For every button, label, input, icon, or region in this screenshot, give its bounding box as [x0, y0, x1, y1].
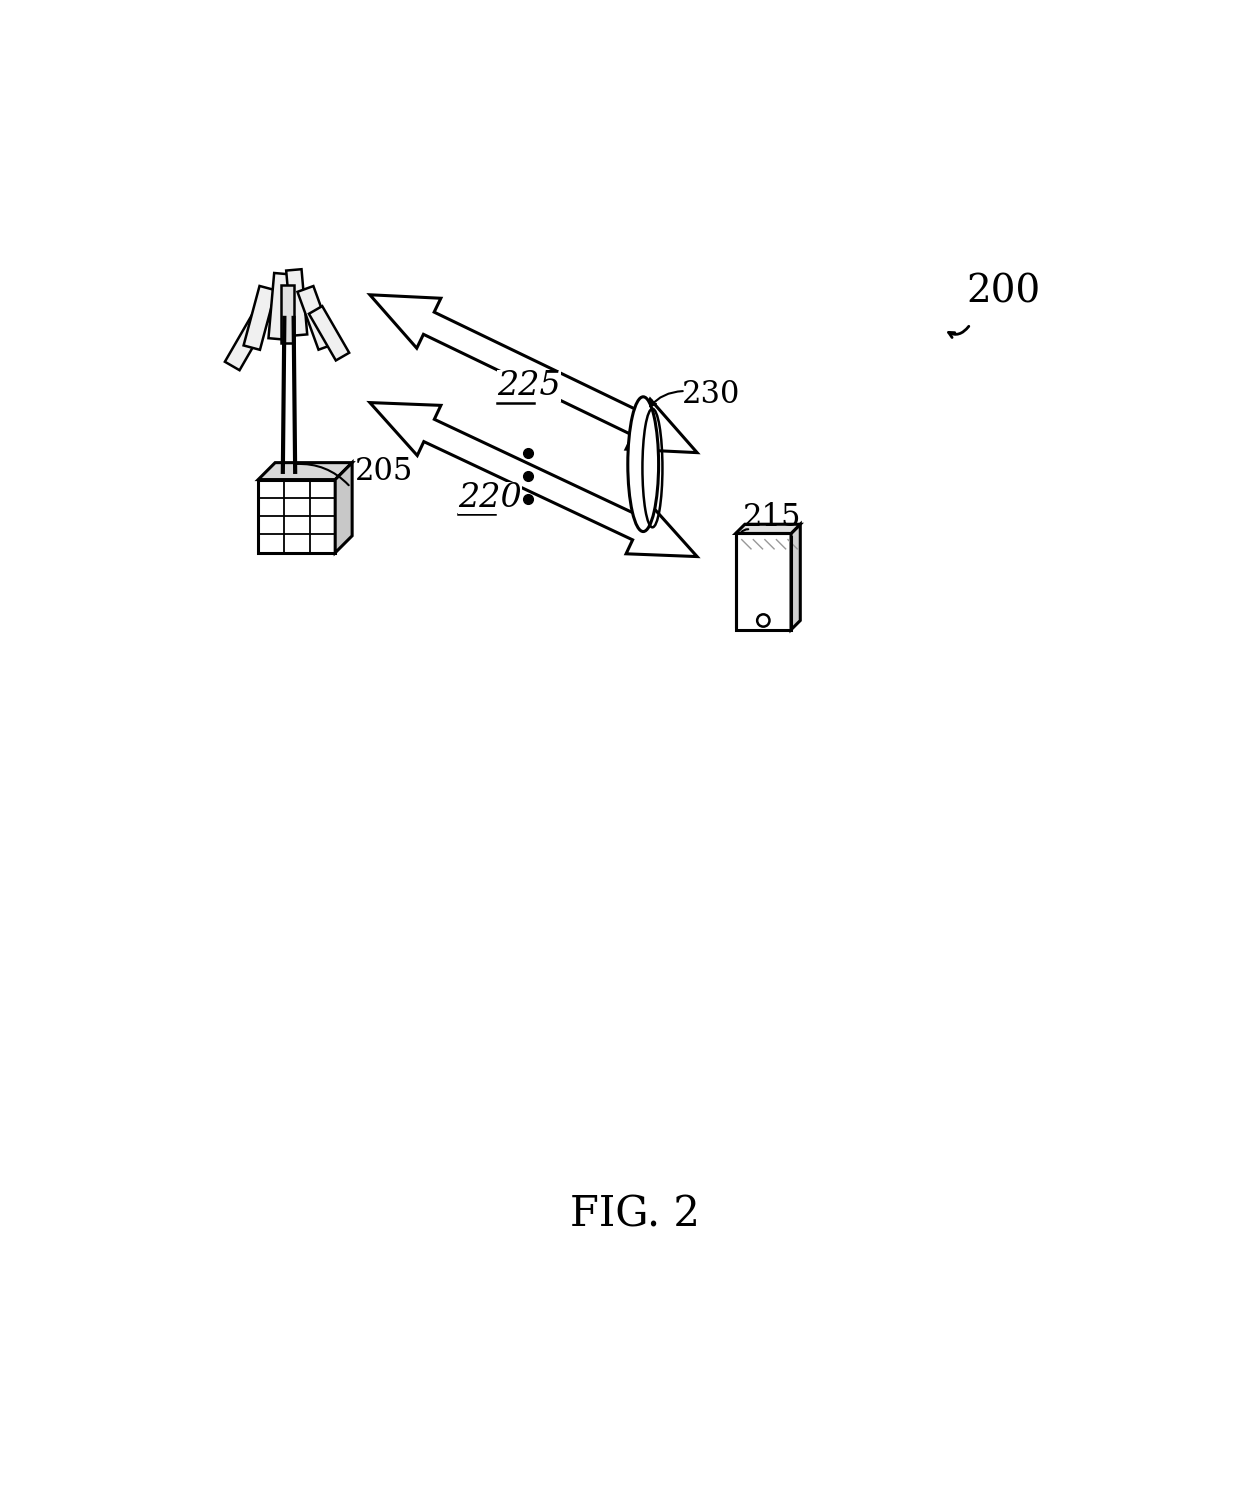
Polygon shape: [735, 533, 791, 630]
Text: 205: 205: [355, 456, 413, 487]
Polygon shape: [258, 463, 352, 480]
Polygon shape: [298, 285, 335, 350]
Polygon shape: [370, 402, 697, 557]
Text: 215: 215: [743, 502, 802, 533]
Polygon shape: [791, 524, 800, 630]
Text: 230: 230: [682, 378, 740, 409]
Ellipse shape: [627, 397, 658, 532]
Text: FIG. 2: FIG. 2: [570, 1194, 701, 1236]
Text: 200: 200: [967, 273, 1040, 311]
Polygon shape: [224, 312, 268, 371]
Polygon shape: [309, 306, 350, 360]
Bar: [258, 480, 335, 553]
Polygon shape: [370, 294, 697, 453]
Polygon shape: [280, 285, 294, 344]
Polygon shape: [269, 273, 291, 339]
Polygon shape: [735, 524, 800, 533]
Polygon shape: [243, 285, 275, 350]
Polygon shape: [286, 269, 308, 336]
Text: 220: 220: [459, 481, 522, 514]
Text: 225: 225: [497, 371, 560, 402]
Polygon shape: [335, 463, 352, 553]
